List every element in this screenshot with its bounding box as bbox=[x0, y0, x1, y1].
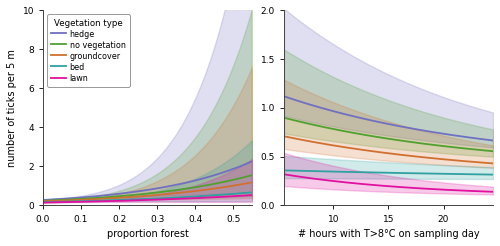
X-axis label: proportion forest: proportion forest bbox=[106, 229, 188, 239]
Legend: hedge, no vegetation, groundcover, bed, lawn: hedge, no vegetation, groundcover, bed, … bbox=[47, 15, 130, 87]
X-axis label: # hours with T>8°C on sampling day: # hours with T>8°C on sampling day bbox=[298, 229, 480, 239]
Y-axis label: number of ticks per 5 m: number of ticks per 5 m bbox=[7, 49, 17, 167]
